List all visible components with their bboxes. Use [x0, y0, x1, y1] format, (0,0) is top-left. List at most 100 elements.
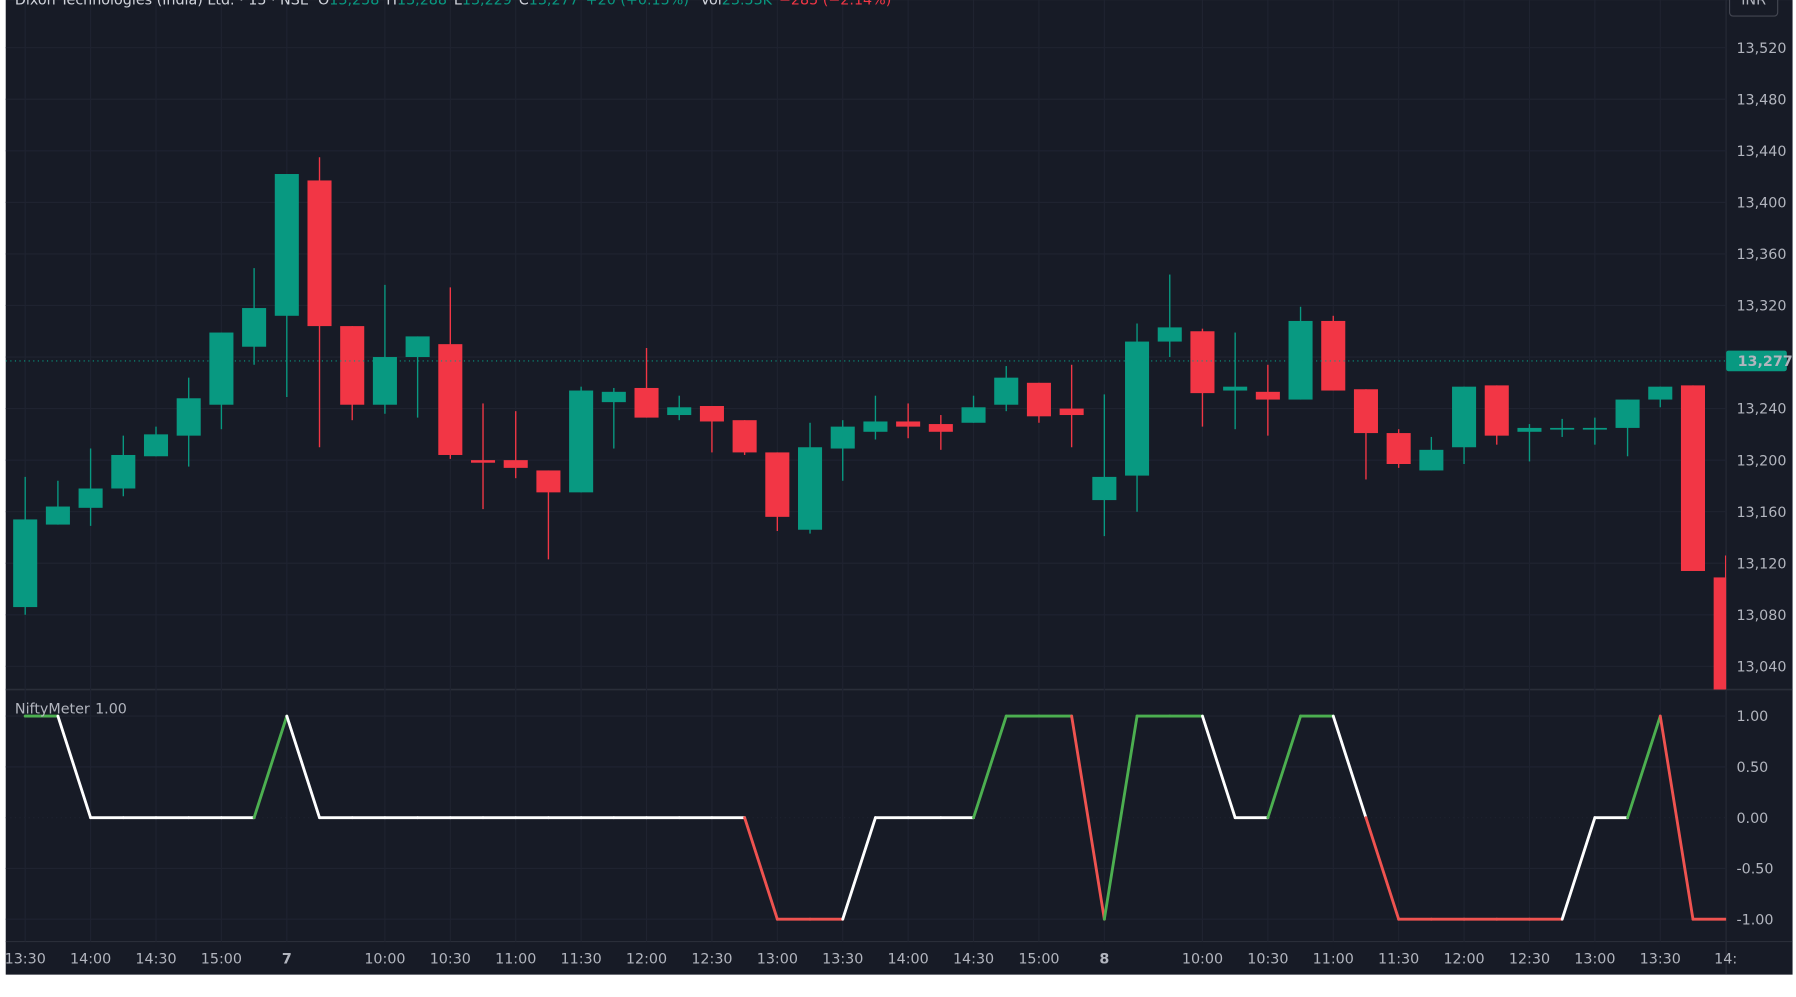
indicator-segment: [1070, 714, 1106, 921]
candle-body: [1255, 391, 1280, 400]
indicator-segment: [1626, 714, 1662, 820]
x-tick-label: 7: [282, 951, 292, 967]
x-tick-label: 14:: [1714, 951, 1737, 967]
candle-body: [765, 452, 790, 517]
x-tick-label: 11:30: [1378, 951, 1419, 967]
chart-background: [5, 0, 1793, 975]
candle-body: [634, 387, 659, 418]
indicator-segment: [841, 816, 877, 921]
y-tick-label: 13,360: [1736, 247, 1786, 263]
indicator-segment: [285, 714, 321, 820]
y-tick-label: 13,440: [1736, 144, 1786, 160]
x-tick-label: 14:30: [135, 951, 176, 967]
indicator-segment: [743, 816, 779, 921]
candle-body: [928, 424, 953, 432]
change: +20 (+0.15%): [586, 0, 689, 9]
candle-body: [1223, 386, 1248, 391]
candle-body: [1157, 327, 1182, 342]
candle-body: [438, 344, 463, 455]
candle-body: [1452, 386, 1477, 448]
indicator-segment: [1266, 714, 1302, 820]
indicator-segment: [1201, 714, 1237, 820]
candle-body: [536, 470, 561, 493]
candle-body: [307, 180, 332, 327]
y-tick-label: 13,400: [1736, 196, 1786, 212]
candle-body: [1550, 427, 1575, 430]
candle-body: [242, 308, 267, 347]
candle-body: [830, 426, 855, 449]
candle-body: [1321, 320, 1346, 391]
candle-body: [569, 390, 594, 493]
x-tick-label: 12:00: [626, 951, 667, 967]
candle-body: [1092, 476, 1117, 501]
axes: 13:30 14:00 14:30 15:00 7 10:00 10:30 11:00 11:3…: [5, 41, 1793, 967]
ohlc-label: C: [519, 0, 529, 9]
x-tick-label: 15:00: [201, 951, 242, 967]
symbol-header: Dixon Technologies (India) Ltd. · 15 · N…: [15, 0, 891, 9]
x-tick-label: 10:00: [364, 951, 405, 967]
ohlc-label: O: [318, 0, 329, 9]
y-tick-label: 13,160: [1736, 505, 1786, 521]
x-tick-label: 10:30: [430, 951, 471, 967]
indicator-segment: [1364, 816, 1401, 921]
candle-body: [78, 488, 103, 508]
candle-body: [1190, 331, 1215, 394]
candle-body: [1353, 389, 1378, 434]
indicator-segment: [1102, 714, 1139, 921]
currency-button[interactable]: [1728, 0, 1779, 17]
candle-body: [896, 421, 921, 427]
candle-body: [470, 460, 496, 463]
y-tick-label: 0.50: [1736, 760, 1768, 776]
indicator-pane: [23, 714, 1727, 921]
indicator-segment: [1331, 714, 1368, 820]
grid: [5, 0, 1727, 942]
candle-body: [1026, 382, 1051, 417]
x-tick-label: 10:00: [1182, 951, 1223, 967]
candle-body: [1288, 320, 1313, 400]
indicator-segment: [56, 714, 93, 820]
price-pane: [13, 157, 1727, 690]
candle-body: [798, 447, 823, 530]
bottom-margin: [0, 974, 1796, 997]
candle-body: [176, 398, 201, 436]
candle-body: [143, 434, 169, 457]
x-tick-label: 13:30: [822, 951, 863, 967]
x-tick-label: 13:30: [5, 951, 46, 967]
x-tick-label: 11:00: [1313, 951, 1354, 967]
y-tick-label: 13,040: [1736, 660, 1786, 676]
y-tick-label: 13,320: [1736, 299, 1786, 315]
candle-body: [1582, 427, 1607, 430]
x-tick-label: 15:00: [1018, 951, 1059, 967]
currency-label[interactable]: INR: [1741, 0, 1766, 9]
indicator-segment: [972, 714, 1008, 820]
indicator-value: 1.00: [95, 702, 127, 718]
candle-body: [1517, 427, 1542, 432]
candle-body: [863, 421, 888, 432]
x-tick-label: 11:30: [561, 951, 602, 967]
y-tick-label: 13,200: [1736, 453, 1786, 469]
y-tick-label: 0.00: [1736, 811, 1768, 827]
y-tick-label: 1.00: [1736, 709, 1768, 725]
candle-body: [1419, 449, 1444, 471]
x-tick-label: 11:00: [495, 951, 536, 967]
x-tick-label: 13:30: [1640, 951, 1681, 967]
ohlc-label: H: [386, 0, 397, 9]
candle-body: [1386, 433, 1411, 465]
x-tick-label: 8: [1099, 951, 1109, 967]
candle-body: [732, 420, 757, 453]
y-tick-label: 13,480: [1736, 92, 1786, 108]
candle-body: [601, 391, 626, 403]
x-tick-label: 14:00: [888, 951, 929, 967]
ohlc-value: 13,277: [529, 0, 579, 9]
candle-body: [1648, 386, 1673, 400]
candle-body: [667, 407, 692, 416]
last-price-tag: [1726, 350, 1787, 372]
candle-body: [1615, 399, 1640, 428]
candle-body: [961, 407, 986, 423]
candle-body: [405, 336, 430, 358]
y-tick-label: -0.50: [1736, 862, 1773, 878]
indicator-segment: [1658, 714, 1695, 921]
candle-body: [372, 357, 397, 405]
y-tick-label: 13,240: [1736, 402, 1786, 418]
